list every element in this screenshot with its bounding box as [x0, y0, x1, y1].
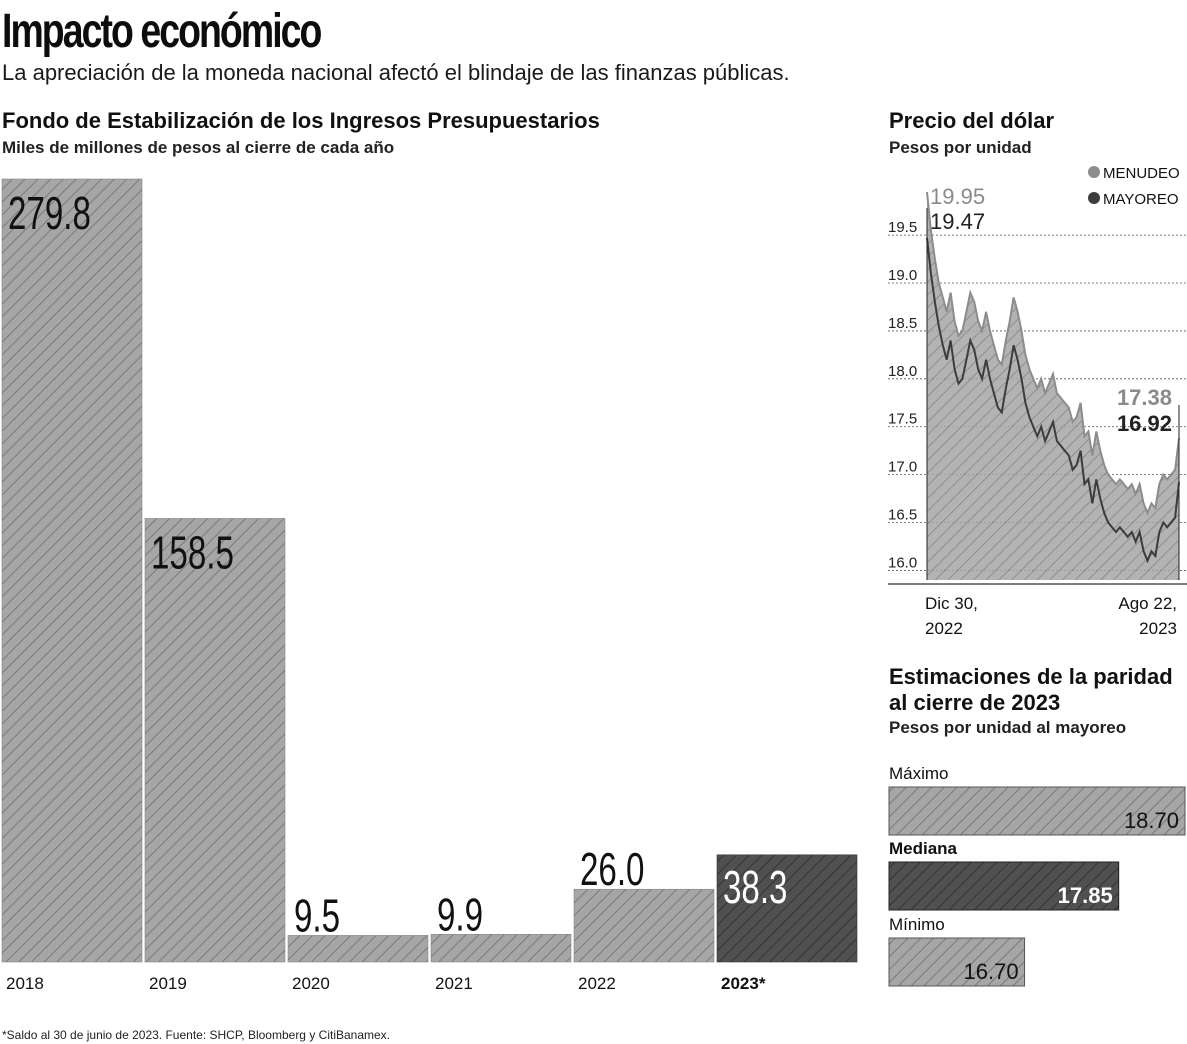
footnote: *Saldo al 30 de junio de 2023. Fuente: S… [2, 1028, 391, 1042]
dollar-x-start-line1: Dic 30, [925, 594, 978, 613]
estimates-chart-title: Estimaciones de la paridad al cierre de … [889, 664, 1173, 716]
dollar-area-fill [927, 192, 1179, 580]
start-label-mayoreo: 19.47 [930, 209, 985, 234]
dollar-chart-title: Precio del dólar [889, 108, 1055, 133]
fund-x-tick-label: 2021 [435, 974, 473, 993]
fund-chart-subtitle: Miles de millones de pesos al cierre de … [2, 138, 395, 157]
page-subtitle: La apreciación de la moneda nacional afe… [2, 60, 790, 85]
dollar-y-tick-label: 16.5 [888, 507, 917, 524]
estimate-category-label: Mediana [889, 839, 958, 858]
fund-bar-value-label: 9.9 [437, 890, 483, 940]
fund-bar-chart: 279.8 2018 158.5 2019 9.5 2020 9.9 2021 26.0 2022… [1, 178, 858, 993]
legend-dot-menudeo [1088, 166, 1100, 178]
fund-x-tick-label: 2023* [721, 974, 766, 993]
estimates-chart-subtitle: Pesos por unidad al mayoreo [889, 718, 1127, 737]
fund-x-tick-label: 2022 [578, 974, 616, 993]
end-label-mayoreo: 16.92 [1117, 411, 1172, 436]
estimates-title-line-1: Estimaciones de la paridad [889, 664, 1173, 689]
dollar-x-start-line2: 2022 [925, 619, 963, 638]
estimates-title-line-2: al cierre de 2023 [889, 690, 1061, 715]
series-line-mayoreo [926, 237, 1180, 564]
legend-dot-mayoreo [1088, 192, 1100, 204]
fund-x-tick-label: 2019 [149, 974, 187, 993]
estimate-category-label: Mínimo [889, 915, 945, 934]
fund-bar-value-label: 26.0 [580, 845, 644, 895]
dollar-y-tick-label: 18.5 [888, 315, 917, 332]
fund-bar-value-label: 9.5 [294, 891, 340, 941]
fund-bar-2018 [1, 178, 143, 963]
end-label-menudeo: 17.38 [1117, 385, 1172, 410]
fund-bar-2020 [287, 935, 429, 963]
fund-x-tick-label: 2020 [292, 974, 330, 993]
dollar-y-tick-label: 17.5 [888, 411, 917, 428]
estimate-bar-mediana [888, 861, 1120, 911]
dollar-y-tick-label: 17.0 [888, 459, 917, 476]
fund-bar-2021 [430, 933, 572, 963]
start-label-menudeo: 19.95 [930, 184, 985, 209]
fund-chart-title: Fondo de Estabilización de los Ingresos … [2, 108, 600, 133]
fund-bar-2023 [716, 854, 858, 963]
fund-bar-value-label: 38.3 [723, 863, 787, 913]
estimate-value-label: 18.70 [1124, 808, 1179, 833]
fund-bar-value-label: 158.5 [151, 528, 234, 578]
estimate-value-label: 16.70 [964, 959, 1019, 984]
fund-x-tick-label: 2018 [6, 974, 44, 993]
dollar-y-tick-label: 19.0 [888, 267, 917, 284]
estimate-value-label: 17.85 [1058, 883, 1113, 908]
dollar-y-tick-label: 18.0 [888, 363, 917, 380]
legend-label-menudeo: MENUDEO [1103, 165, 1180, 182]
fund-bar-value-label: 279.8 [8, 189, 91, 239]
series-line-menudeo [926, 191, 1180, 516]
estimate-bar-maximo [888, 786, 1186, 836]
dollar-chart-subtitle: Pesos por unidad [889, 138, 1032, 157]
fund-bar-2019 [144, 518, 286, 963]
estimate-category-label: Máximo [889, 764, 949, 783]
fund-bar-2022 [573, 888, 715, 963]
estimate-bar-minimo [888, 937, 1026, 987]
legend-label-mayoreo: MAYOREO [1103, 191, 1179, 208]
dollar-y-tick-label: 16.0 [888, 554, 917, 571]
dollar-x-end-line2: 2023 [1139, 619, 1177, 638]
dollar-x-end-line1: Ago 22, [1118, 594, 1177, 613]
estimates-bar-chart: Máximo 18.70 Mediana 17.85 Mínimo 16.70 [888, 764, 1186, 987]
page-title: Impacto económico [2, 5, 322, 58]
dollar-line-chart: 16.0 16.5 17.0 17.5 18.0 18.5 19.0 19.5 19.9519.… [888, 165, 1187, 638]
dollar-y-tick-label: 19.5 [888, 219, 917, 236]
